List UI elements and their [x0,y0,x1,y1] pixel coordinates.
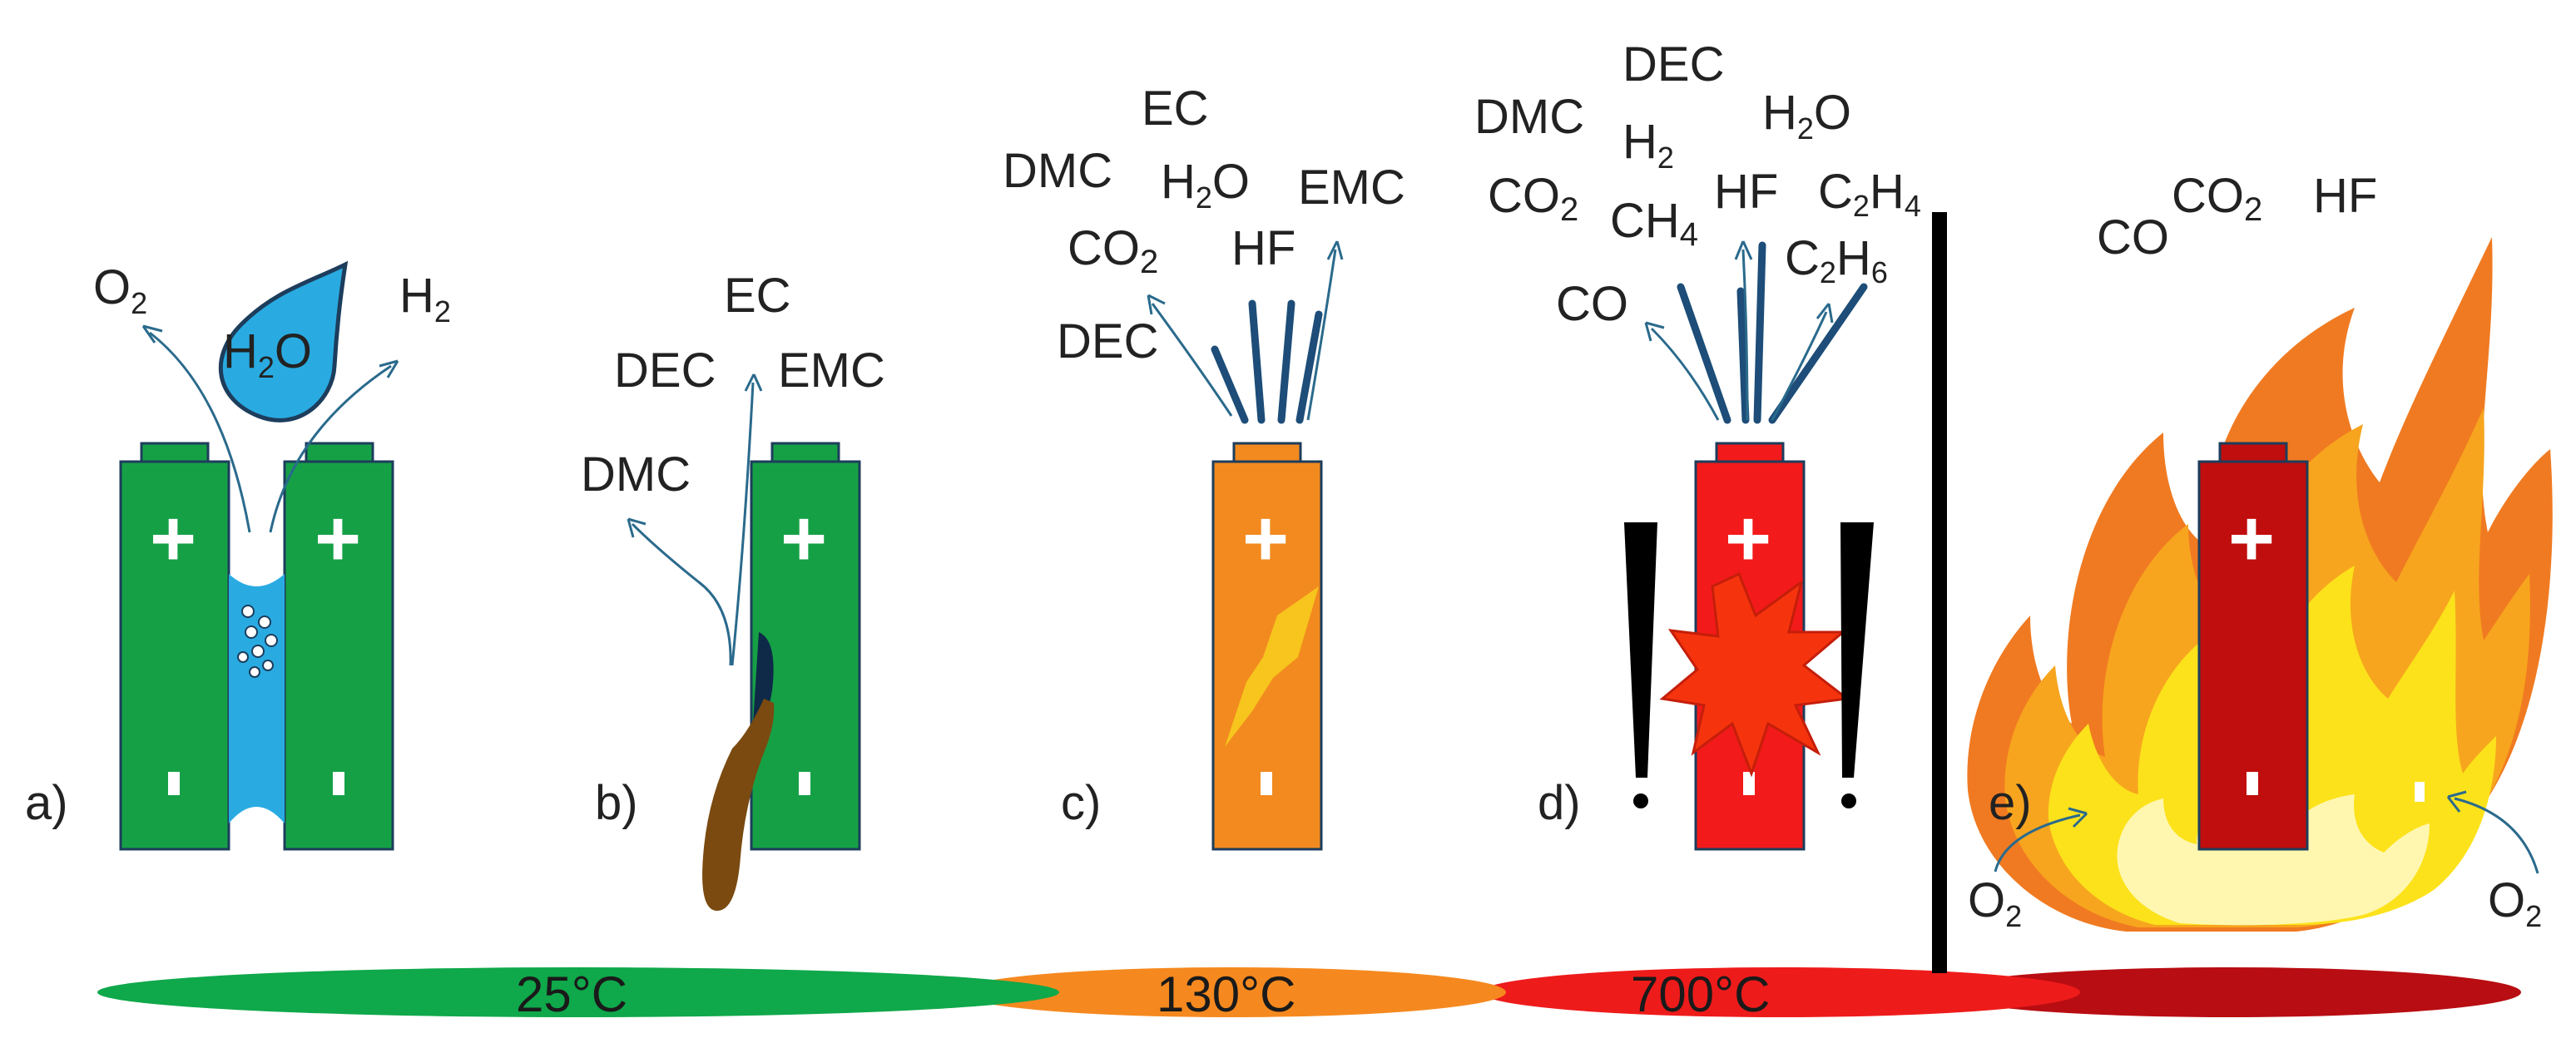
gas-arrows [1644,240,1834,421]
gas-dmc: DMC [1003,144,1112,198]
gas-ec: EC [724,269,791,323]
panel-label-e: e) [1989,776,2032,830]
gas-co: CO [1556,277,1628,331]
minus-symbol [2415,782,2425,802]
water-bridge [229,574,285,823]
exclamation-right [1840,522,1874,778]
gas-c2h6: C2H6 [1785,231,1888,289]
temp-segment-red [1481,967,2080,1017]
gas-ch4: CH4 [1610,194,1698,253]
minus-symbol [1743,772,1755,795]
temp-segment-green [97,967,1059,1017]
battery-cap [770,442,840,463]
plus-symbol: + [150,494,196,583]
vent-lines [1211,299,1323,424]
temp-label-25: 25°C [516,966,627,1022]
gas-dec: DEC [614,344,716,398]
panel-label-a: a) [25,776,68,830]
gas-emc: EMC [778,344,885,398]
crack-lightning [1225,586,1319,747]
gas-h2: H2 [399,269,451,329]
gas-hf: HF [2313,169,2377,223]
gas-co2: CO2 [2172,169,2262,228]
gas-o2-right: O2 [2488,873,2542,933]
panel-b: + EC DEC EMC DMC b) [581,269,885,911]
gas-emc: EMC [1298,161,1405,215]
gas-h2o: H2O [1161,155,1250,215]
temp-segment-darkred [1939,967,2521,1017]
gas-dec: DEC [1057,314,1158,368]
exclamation-right-dot [1841,793,1856,808]
explosion-burst [1659,571,1850,778]
gas-h2: H2 [1622,115,1674,175]
plus-symbol: + [1725,494,1771,583]
battery-cap [305,442,374,463]
exclamation-left [1624,522,1657,778]
bubbles [237,605,278,678]
minus-symbol [168,772,180,795]
gas-co2: CO2 [1488,169,1578,228]
temperature-bar: 25°C 130°C 700°C [97,966,2521,1022]
panel-c: + EC DMC H2O EMC CO2 HF DEC c) [1003,82,1405,851]
gas-arrows [1994,790,2539,874]
gas-arrows [1147,240,1344,421]
gas-dmc: DMC [1474,90,1584,144]
battery-cap [140,442,210,463]
temp-label-130: 130°C [1157,966,1295,1022]
panel-e: + CO CO2 HF O2 O2 e) [1967,169,2553,933]
panel-label-c: c) [1061,776,1101,830]
gas-dmc: DMC [581,447,691,502]
gas-arrows [141,324,399,533]
minus-symbol [1261,772,1272,795]
vent-lines [1677,241,1868,424]
gas-co: CO [2097,210,2169,264]
gas-hf: HF [1714,165,1778,219]
electrolyte-drip [702,699,775,911]
temp-label-700: 700°C [1631,966,1770,1022]
plus-symbol: + [315,494,361,583]
gas-hf: HF [1231,221,1295,275]
plus-symbol: + [780,494,827,583]
gas-ec: EC [1142,82,1209,136]
battery-cap [1232,442,1302,463]
panel-label-b: b) [595,776,638,830]
water-drop [218,260,349,423]
panel-label-d: d) [1538,776,1581,830]
minus-symbol [333,772,344,795]
gas-o2: O2 [93,260,147,320]
temp-segment-orange [957,967,1506,1017]
gas-h2o: H2O [223,324,312,384]
gas-arrows [627,373,763,666]
gas-c2h4: C2H4 [1818,165,1921,223]
exclamation-left-dot [1633,793,1648,808]
gas-o2-left: O2 [1968,873,2022,933]
gas-h2o: H2O [1762,86,1851,146]
plus-symbol: + [1242,494,1289,583]
minus-symbol [2247,772,2258,795]
panel-d: + DEC DMC H2 H2O [1474,37,1921,851]
flame-core [2117,782,2430,926]
minus-symbol [799,772,810,795]
gas-dec: DEC [1622,37,1724,91]
panel-a: + + H2O O2 H2 a) [25,260,451,851]
plus-symbol: + [2228,494,2275,583]
battery-cap [1715,442,1785,463]
divider-line [1932,212,1947,973]
gas-co2: CO2 [1068,221,1158,280]
battery-cap [2218,442,2288,463]
